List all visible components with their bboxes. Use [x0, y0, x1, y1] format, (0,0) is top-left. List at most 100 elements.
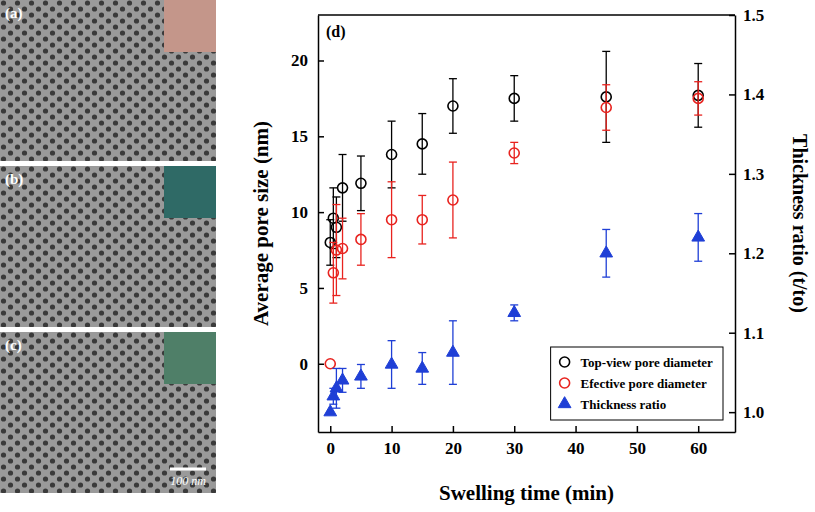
- tick-label: 1.4: [743, 85, 765, 104]
- error-bar-cap: [510, 163, 518, 164]
- sem-image: [0, 332, 216, 493]
- tick: 0: [300, 355, 325, 374]
- error-bar-stem: [422, 195, 423, 244]
- inset-photo: [164, 166, 216, 218]
- error-bar-stem: [336, 205, 337, 296]
- tick-mark: [318, 60, 324, 62]
- error-bar-stem: [360, 214, 361, 266]
- tick: 20: [291, 51, 324, 70]
- frame: [318, 14, 735, 16]
- point: [387, 150, 397, 160]
- legend-symbol: [558, 397, 571, 408]
- error-bar-cap: [449, 78, 457, 79]
- tick-label: 1.3: [743, 165, 764, 184]
- tick: 40: [568, 426, 585, 458]
- point: [338, 244, 348, 254]
- error-bar: [418, 195, 426, 244]
- axis-line: [318, 16, 320, 433]
- tick-label: 15: [291, 127, 308, 146]
- error-bar-stem: [452, 79, 453, 134]
- error-bar-cap: [339, 278, 347, 279]
- image-panel: (a): [0, 0, 216, 161]
- y2-axis: 1.01.11.21.31.41.5: [729, 6, 765, 433]
- error-bar-cap: [418, 113, 426, 114]
- image-panel: (c)100 nm: [0, 332, 216, 493]
- tick-label: 5: [300, 279, 309, 298]
- error-bar-cap: [332, 196, 340, 197]
- error-bar-cap: [418, 243, 426, 244]
- scale-bar-label: 100 nm: [170, 474, 206, 488]
- tick-label: 40: [568, 439, 585, 458]
- legend-item: Efective pore diameter: [560, 376, 707, 391]
- error-bar-cap: [602, 51, 610, 52]
- tick: 30: [506, 426, 523, 458]
- tick-mark: [318, 364, 324, 366]
- error-bar-stem: [452, 162, 453, 238]
- point: [508, 306, 521, 317]
- error-bar: [694, 64, 702, 128]
- tick-mark: [318, 136, 324, 138]
- tick: 5: [300, 279, 325, 298]
- error-bar-cap: [694, 63, 702, 64]
- figure: (a)(b)(c)100 nm0102030405060051015201.01…: [0, 0, 815, 512]
- error-bar-cap: [388, 257, 396, 258]
- tick: 60: [690, 426, 707, 458]
- error-bar-cap: [332, 408, 340, 409]
- point: [338, 183, 348, 193]
- tick: 15: [291, 127, 324, 146]
- error-bar-cap: [449, 320, 457, 321]
- tick-label: 1.1: [743, 324, 764, 343]
- error-bar-cap: [694, 127, 702, 128]
- scale-bar: [170, 468, 206, 471]
- tick-label: 20: [445, 439, 462, 458]
- tick-mark: [698, 426, 700, 432]
- tick-mark: [729, 253, 735, 255]
- tick: 1.2: [729, 244, 764, 263]
- sem-image: [0, 166, 216, 327]
- point: [385, 357, 398, 368]
- error-bar-cap: [449, 161, 457, 162]
- error-bar-cap: [339, 218, 347, 219]
- point: [324, 405, 337, 416]
- error-bar-cap: [449, 133, 457, 134]
- tick: 20: [445, 426, 462, 458]
- tick-mark: [729, 174, 735, 176]
- error-bar-cap: [418, 174, 426, 175]
- error-bar-cap: [602, 84, 610, 85]
- point: [447, 345, 460, 356]
- error-bar: [388, 182, 396, 258]
- error-bar-cap: [418, 352, 426, 353]
- tick-label: 50: [629, 439, 646, 458]
- error-bar-cap: [332, 204, 340, 205]
- error-bar-cap: [357, 388, 365, 389]
- tick-mark: [729, 94, 735, 96]
- error-bar: [339, 218, 347, 279]
- tick-mark: [514, 426, 516, 432]
- axis-line: [319, 432, 736, 434]
- tick-mark: [453, 426, 455, 432]
- error-bar-cap: [357, 265, 365, 266]
- error-bar-cap: [332, 295, 340, 296]
- error-bar-cap: [510, 142, 518, 143]
- point: [387, 215, 397, 225]
- panel-label: (d): [326, 23, 346, 41]
- error-bar-cap: [357, 364, 365, 365]
- legend-box: [551, 347, 723, 420]
- error-bar: [602, 51, 610, 142]
- error-bar: [388, 121, 396, 188]
- error-bar-cap: [694, 114, 702, 115]
- error-bar-stem: [698, 82, 699, 115]
- tick-mark: [391, 426, 393, 432]
- tick: 1.3: [729, 165, 764, 184]
- tick-label: 10: [291, 203, 308, 222]
- error-bar-cap: [357, 213, 365, 214]
- panel-label: (b): [5, 171, 23, 188]
- error-bar-cap: [602, 276, 610, 277]
- error-bar: [357, 156, 365, 211]
- error-bar-stem: [342, 218, 343, 279]
- error-bar-stem: [360, 156, 361, 211]
- error-bar-cap: [339, 368, 347, 369]
- error-bar-cap: [510, 120, 518, 121]
- tick-label: 10: [384, 439, 401, 458]
- point: [325, 359, 335, 369]
